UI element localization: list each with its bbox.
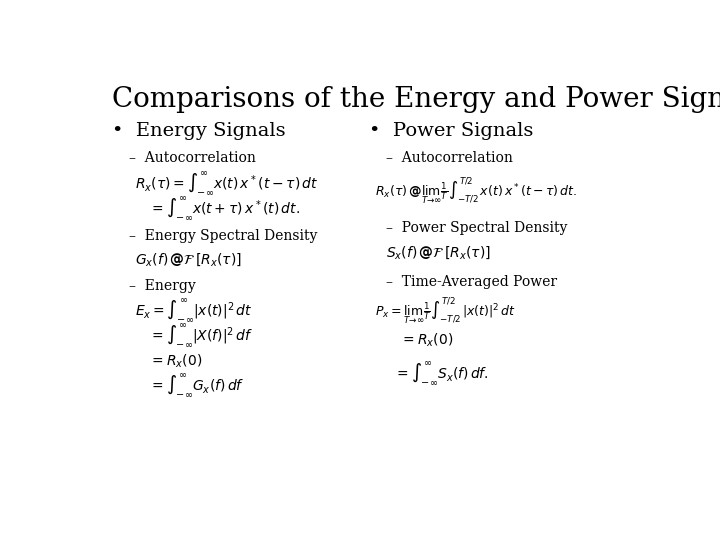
Text: –  Energy Spectral Density: – Energy Spectral Density <box>129 229 318 243</box>
Text: $G_x(f) \,\mathbf{@}\mathcal{F}\,[R_x(\tau)]$: $G_x(f) \,\mathbf{@}\mathcal{F}\,[R_x(\t… <box>135 251 241 268</box>
Text: –  Power Spectral Density: – Power Spectral Density <box>386 221 567 235</box>
Text: Comparisons of the Energy and Power Signals: Comparisons of the Energy and Power Sign… <box>112 85 720 113</box>
Text: –  Energy: – Energy <box>129 279 196 293</box>
Text: $= \int_{-\infty}^{\infty} x(t+\tau)\, x^*(t)\, dt.$: $= \int_{-\infty}^{\infty} x(t+\tau)\, x… <box>148 195 300 221</box>
Text: •  Power Signals: • Power Signals <box>369 123 534 140</box>
Text: $= \int_{-\infty}^{\infty} |X(f)|^2\, df$: $= \int_{-\infty}^{\infty} |X(f)|^2\, df… <box>148 322 253 349</box>
Text: $= \int_{-\infty}^{\infty} S_x(f)\, df.$: $= \int_{-\infty}^{\infty} S_x(f)\, df.$ <box>394 360 489 387</box>
Text: $S_x(f) \,\mathbf{@}\mathcal{F}\,[R_x(\tau)]$: $S_x(f) \,\mathbf{@}\mathcal{F}\,[R_x(\t… <box>386 244 490 261</box>
Text: –  Autocorrelation: – Autocorrelation <box>129 151 256 165</box>
Text: –  Autocorrelation: – Autocorrelation <box>386 151 513 165</box>
Text: •  Energy Signals: • Energy Signals <box>112 123 286 140</box>
Text: $= \int_{-\infty}^{\infty} G_x(f)\, df$: $= \int_{-\infty}^{\infty} G_x(f)\, df$ <box>148 373 244 399</box>
Text: $= R_x(0)$: $= R_x(0)$ <box>400 332 453 349</box>
Text: $= R_x(0)$: $= R_x(0)$ <box>148 352 202 369</box>
Text: $P_x = \lim_{T\to\infty} \frac{1}{T} \int_{-T/2}^{T/2} |x(t)|^2\, dt$: $P_x = \lim_{T\to\infty} \frac{1}{T} \in… <box>374 295 516 327</box>
Text: $R_x(\tau) \,\mathbf{@}\lim_{T\to\infty} \frac{1}{T} \int_{-T/2}^{T/2} x(t)\, x^: $R_x(\tau) \,\mathbf{@}\lim_{T\to\infty}… <box>374 176 577 207</box>
Text: $R_x(\tau) = \int_{-\infty}^{\infty} x(t)\, x^*(t-\tau)\, dt$: $R_x(\tau) = \int_{-\infty}^{\infty} x(t… <box>135 170 318 197</box>
Text: $E_x = \int_{-\infty}^{\infty} |x(t)|^2\, dt$: $E_x = \int_{-\infty}^{\infty} |x(t)|^2\… <box>135 298 252 325</box>
Text: –  Time-Averaged Power: – Time-Averaged Power <box>386 275 557 289</box>
